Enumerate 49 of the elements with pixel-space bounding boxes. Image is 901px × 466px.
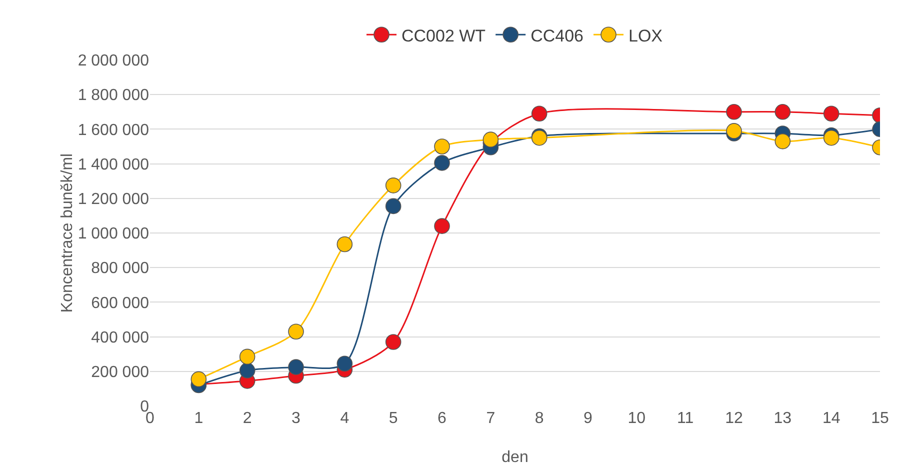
point: [385, 178, 402, 194]
y-tick-label: 1 800 000: [78, 87, 150, 104]
x-tick-label: 5: [388, 410, 398, 427]
y-tick-label: 1 600 000: [78, 122, 150, 139]
y-tick-label: 600 000: [91, 294, 150, 312]
point: [385, 198, 402, 214]
x-tick-label: 7: [486, 410, 496, 427]
y-tick-label: 200 000: [91, 364, 150, 381]
point: [823, 106, 840, 122]
point: [434, 138, 450, 154]
point: [385, 334, 402, 350]
legend-label: CC002 WT: [402, 26, 486, 46]
point: [531, 106, 548, 122]
x-tick-label: 13: [774, 410, 792, 427]
point: [288, 324, 304, 340]
y-tick-label: 2 000 000: [78, 52, 150, 70]
x-tick-label: 10: [628, 410, 646, 427]
point: [774, 104, 791, 120]
x-tick-label: 4: [340, 410, 350, 427]
y-tick-label: 1 400 000: [78, 156, 150, 174]
point: [288, 359, 304, 375]
point: [726, 104, 742, 120]
point: [190, 371, 207, 388]
x-tick-label: 6: [438, 410, 447, 427]
x-tick-label: 9: [584, 410, 593, 427]
y-tick-label: 1 000 000: [78, 226, 150, 243]
x-tick-label: 15: [871, 410, 889, 427]
point: [482, 132, 499, 148]
point: [336, 236, 353, 252]
point: [434, 155, 450, 171]
point: [239, 348, 256, 365]
point: [239, 362, 256, 378]
x-tick-label: 14: [822, 410, 840, 427]
x-tick-label: 2: [242, 410, 252, 427]
x-tick-label: 8: [534, 410, 544, 427]
y-tick-label: 1 200 000: [78, 191, 150, 208]
point: [336, 356, 353, 372]
legend-label: CC406: [530, 26, 584, 46]
y-tick-label: 800 000: [91, 260, 150, 278]
x-tick-label: 1: [194, 410, 204, 427]
y-tick-label: 400 000: [91, 329, 150, 346]
x-tick-label: 3: [292, 410, 301, 427]
x-tick-label: 11: [677, 410, 694, 427]
legend-label: LOX: [628, 26, 663, 46]
point: [434, 218, 450, 234]
x-axis-title: den: [502, 449, 528, 466]
y-axis-title: Koncentrace buněk/ml: [58, 153, 76, 313]
x-tick-label: 12: [725, 410, 743, 427]
point: [774, 133, 791, 150]
